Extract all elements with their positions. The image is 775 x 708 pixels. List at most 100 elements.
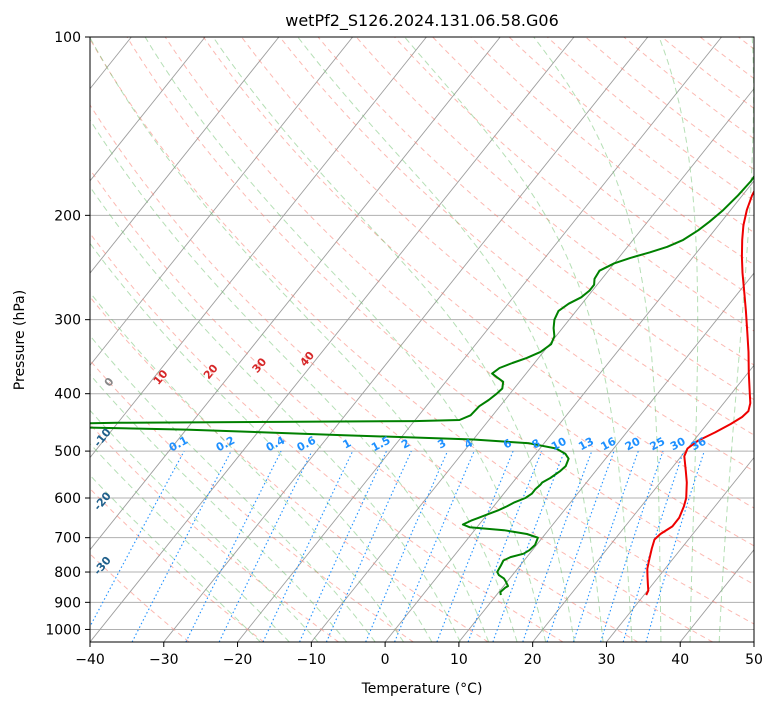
moist-adiabat-16 (90, 37, 518, 642)
mixing-ratio-label: 30 (668, 435, 688, 454)
mixing-ratio-label: 20 (623, 435, 643, 454)
moist-adiabat--20 (90, 474, 261, 642)
moist-adiabat-4 (90, 242, 433, 642)
isotherm--40 (90, 37, 575, 642)
moist-adiabat-44 (718, 37, 754, 642)
temperature-profile-line (645, 189, 754, 596)
moist-adiabat-32 (404, 37, 633, 642)
moist-adiabat-8 (90, 186, 461, 642)
dry-adiabat-0 (90, 359, 414, 642)
moist-adiabat--4 (90, 334, 376, 642)
dry-adiabat-label: 40 (297, 349, 317, 369)
mixing-ratio-lines (90, 450, 705, 642)
moist-adiabat--16 (90, 442, 290, 642)
dry-adiabat-120 (355, 37, 754, 366)
moist-adiabat-28 (297, 37, 604, 642)
plot-frame (89, 36, 755, 643)
dry-adiabat-70 (164, 37, 754, 547)
mixing-ratio-line-8 (394, 450, 475, 642)
y-tick-label: 1000 (45, 622, 81, 638)
dry-adiabat-20 (90, 232, 564, 642)
isotherm--90 (90, 37, 206, 182)
dry-adiabat--10 (90, 423, 339, 642)
x-tick-label: 10 (450, 652, 468, 668)
dry-adiabat-100 (279, 37, 754, 436)
dry-adiabat-210 (699, 37, 754, 80)
mixing-ratio-line-13 (546, 450, 615, 642)
y-tick-label: 600 (54, 491, 81, 507)
mixing-ratio-label: 8 (530, 436, 543, 451)
mixing-ratio-line-5 (299, 450, 387, 642)
moist-adiabat-12 (90, 118, 490, 642)
mixing-ratio-line-3 (218, 450, 313, 642)
y-axis-label: Pressure (hPa) (12, 290, 28, 390)
isotherm-gridlines (0, 37, 754, 642)
moist-adiabat-24 (212, 37, 575, 642)
mixing-ratio-label: 13 (576, 435, 596, 454)
isotherm--20 (237, 37, 722, 642)
moist-adiabat-40 (658, 37, 699, 642)
dewpoint-profile-line (90, 174, 754, 596)
moist-adiabat--8 (90, 373, 348, 642)
isotherm-50 (753, 641, 754, 642)
mixing-ratio-line-14 (572, 450, 639, 642)
isotherm--10 (310, 87, 754, 642)
moist-adiabat-36 (533, 37, 662, 642)
dry-adiabat-130 (394, 37, 754, 332)
dry-adiabat-140 (432, 37, 754, 299)
mixing-ratio-line-10 (467, 450, 543, 642)
isotherm-10 (458, 272, 754, 642)
mixing-ratio-line-9 (436, 450, 514, 642)
mixing-ratio-line-17 (645, 450, 705, 642)
mixing-ratio-label: 25 (648, 435, 668, 454)
mixing-ratio-line-7 (365, 450, 449, 642)
x-tick-label: −20 (223, 652, 253, 668)
dry-adiabat-110 (317, 37, 754, 401)
y-tick-label: 500 (54, 444, 81, 460)
moist-adiabat--12 (90, 409, 319, 642)
isotherm-0 (384, 180, 754, 642)
isotherm--60 (90, 37, 427, 459)
y-tick-label: 300 (54, 313, 81, 329)
dry-adiabat-40 (90, 104, 713, 642)
y-tick-label: 700 (54, 531, 81, 547)
x-tick-label: 20 (524, 652, 542, 668)
x-tick-label: 0 (381, 652, 390, 668)
x-tick-label: −40 (75, 652, 105, 668)
mixing-ratio-line-6 (325, 450, 412, 642)
mixing-ratio-label: 16 (599, 435, 619, 454)
mixing-ratio-label: 10 (549, 435, 569, 454)
dry-adiabat-10 (90, 296, 489, 642)
x-tick-label: −30 (149, 652, 179, 668)
moist-adiabat-lines (90, 37, 754, 642)
isotherm--80 (90, 37, 280, 274)
dry-adiabat-30 (90, 168, 639, 642)
y-tick-label: 100 (54, 30, 81, 46)
x-tick-label: 40 (671, 652, 689, 668)
mixing-ratio-line-12 (522, 450, 593, 642)
x-axis-label: Temperature (°C) (361, 681, 483, 697)
dry-adiabat-220 (738, 37, 754, 50)
dry-adiabat-labels: -30-20-100 10 20 30 40 (91, 349, 317, 578)
isotherm--70 (90, 37, 354, 367)
dry-adiabat--20 (90, 488, 265, 642)
isotherm--50 (90, 37, 501, 551)
moist-adiabat-0 (90, 291, 405, 642)
dry-adiabat-80 (202, 37, 754, 509)
dry-adiabat-150 (470, 37, 754, 266)
mixing-ratio-line-11 (492, 450, 566, 642)
mixing-ratio-label: 6 (501, 436, 514, 451)
dry-adiabat-label: 0 (102, 375, 117, 389)
y-tick-label: 400 (54, 387, 81, 403)
mixing-ratio-line-2 (185, 450, 282, 642)
dry-adiabat-160 (508, 37, 754, 234)
x-axis-ticks: −40 −30 −20 −10 0 10 20 30 40 50 (75, 642, 763, 668)
mixing-ratio-line-0 (90, 450, 185, 628)
isotherm--110 (0, 37, 58, 642)
chart-title: wetPf2_S126.2024.131.06.58.G06 (285, 11, 559, 31)
isotherm-30 (606, 456, 754, 642)
dry-adiabat-50 (90, 38, 754, 625)
y-tick-label: 800 (54, 565, 81, 581)
moist-adiabat-20 (144, 37, 547, 642)
